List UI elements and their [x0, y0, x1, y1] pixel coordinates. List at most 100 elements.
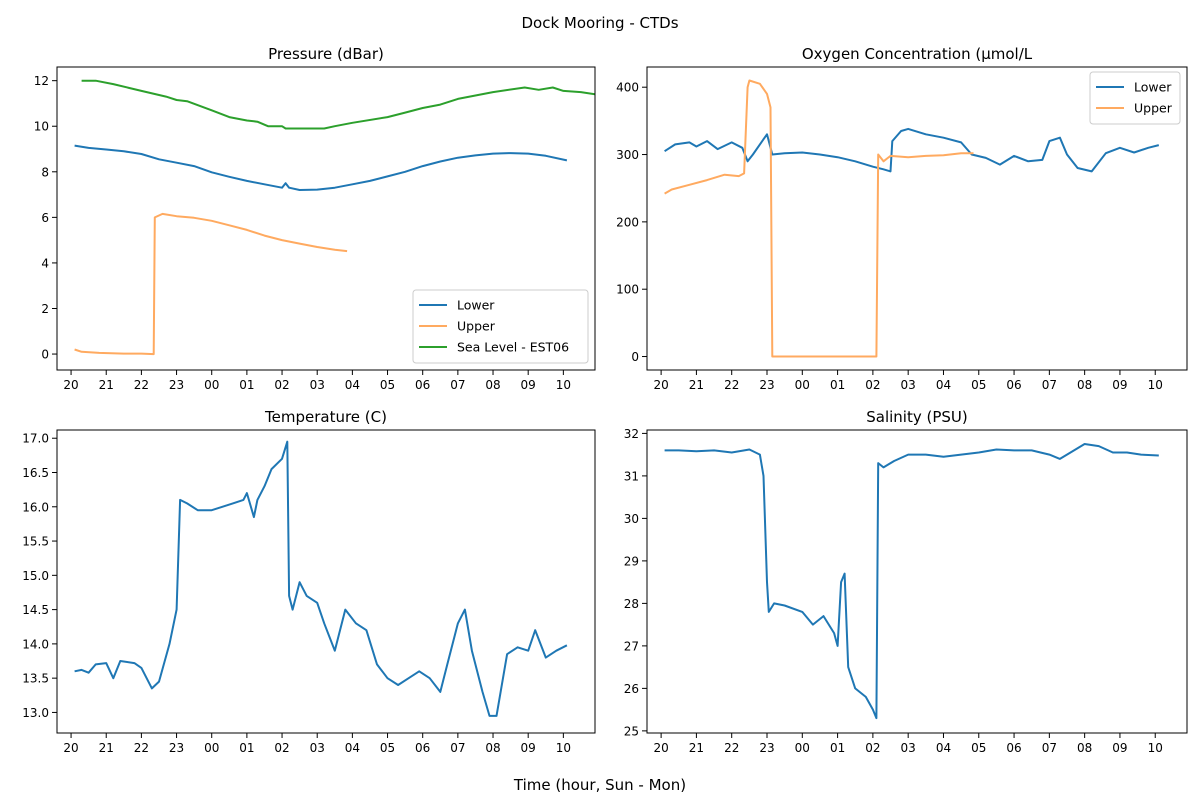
x-tick-label: 02: [865, 378, 880, 392]
x-tick-label: 03: [310, 741, 325, 755]
series-line-lower: [664, 127, 1160, 173]
series-group: [664, 79, 1160, 358]
x-tick-label: 01: [239, 378, 254, 392]
x-tick-label: 08: [1077, 741, 1092, 755]
legend-box: [1089, 71, 1181, 125]
x-tick-label: 07: [450, 741, 465, 755]
x-tick-label: 00: [204, 378, 219, 392]
y-tick-label: 6: [41, 211, 49, 225]
x-tick-label: 03: [901, 378, 916, 392]
y-tick-label: 14.5: [22, 603, 49, 617]
figure-suptitle: Dock Mooring - CTDs: [521, 14, 678, 32]
y-tick-label: 31: [624, 469, 639, 483]
x-tick-label: 10: [1148, 378, 1163, 392]
x-tick-label: 09: [1112, 741, 1127, 755]
subplot-grid: Pressure (dBar)20 21 22 23 00 01 02 03 04 05 06 07 0…: [22, 45, 1188, 755]
x-tick-label: 20: [63, 741, 78, 755]
y-tick-label: 29: [624, 554, 639, 568]
legend: Lower Upper Sea Level - EST06: [412, 289, 589, 364]
series-line-series-1: [664, 443, 1159, 720]
y-tick-label: 4: [41, 256, 49, 270]
x-tick-label: 07: [450, 378, 465, 392]
series-group: [664, 443, 1159, 720]
x-tick-label: 21: [689, 378, 704, 392]
subplot-title: Temperature (C): [264, 408, 387, 426]
x-tick-label: 10: [556, 741, 571, 755]
x-tick-label: 09: [1112, 378, 1127, 392]
x-tick-label: 01: [830, 741, 845, 755]
axes-frame: [56, 429, 596, 734]
y-tick-label: 17.0: [22, 432, 49, 446]
x-tick-label: 02: [274, 378, 289, 392]
series-line-upper: [664, 79, 974, 358]
subplot-title: Salinity (PSU): [866, 408, 968, 426]
x-tick-label: 04: [936, 741, 951, 755]
x-tick-label: 06: [415, 378, 430, 392]
x-tick-label: 23: [759, 741, 774, 755]
x-tick-label: 05: [380, 741, 395, 755]
x-tick-label: 21: [99, 741, 114, 755]
x-tick-label: 20: [63, 378, 78, 392]
y-tick-label: 0: [41, 348, 49, 362]
y-tick-label: 300: [616, 148, 639, 162]
y-tick-label: 15.0: [22, 569, 49, 583]
x-tick-label: 04: [936, 378, 951, 392]
x-tick-label: 07: [1042, 741, 1057, 755]
x-tick-label: 00: [795, 741, 810, 755]
series-line-series-1: [74, 440, 568, 717]
y-tick-label: 16.5: [22, 466, 49, 480]
x-tick-label: 07: [1042, 378, 1057, 392]
legend-box: [412, 289, 589, 364]
y-tick-label: 12: [34, 74, 49, 88]
x-tick-label: 09: [521, 741, 536, 755]
subplot-4: Salinity (PSU) 20 21 22 23 00 01 02 03 04 05 06 07 08…: [624, 408, 1188, 755]
x-tick-label: 06: [1006, 378, 1021, 392]
y-tick-label: 14.0: [22, 637, 49, 651]
legend: Lower Upper: [1089, 71, 1181, 125]
axes-frame: [56, 66, 596, 371]
x-tick-label: 00: [204, 741, 219, 755]
x-tick-label: 21: [99, 378, 114, 392]
figure-xlabel: Time (hour, Sun - Mon): [513, 776, 686, 794]
x-tick-label: 04: [345, 741, 360, 755]
y-tick-label: 13.5: [22, 672, 49, 686]
x-tick-label: 05: [380, 378, 395, 392]
subplot-1: Pressure (dBar)20 21 22 23 00 01 02 03 04 05 06 07 0…: [34, 45, 596, 392]
x-tick-label: 21: [689, 741, 704, 755]
series-group: [74, 79, 595, 356]
x-tick-label: 03: [310, 378, 325, 392]
x-tick-label: 08: [485, 378, 500, 392]
y-tick-label: 26: [624, 682, 639, 696]
legend-label: Sea Level - EST06: [457, 340, 569, 355]
y-tick-label: 13.0: [22, 706, 49, 720]
subplot-3: Temperature (C) 20 21 22 23 00 01 02 03 04 05 06 07 0…: [22, 408, 596, 755]
x-tick-label: 23: [169, 741, 184, 755]
x-tick-label: 10: [1148, 741, 1163, 755]
y-tick-label: 8: [41, 165, 49, 179]
y-tick-label: 32: [624, 427, 639, 441]
y-tick-label: 2: [41, 302, 49, 316]
subplot-2: Oxygen Concentration (μmol/L20 21 22 23 00 01…: [616, 45, 1188, 392]
series-group: [74, 440, 568, 717]
x-tick-label: 23: [169, 378, 184, 392]
axes-frame: [646, 66, 1188, 371]
legend-label: Upper: [457, 319, 496, 334]
axes-frame: [646, 429, 1188, 734]
x-tick-label: 09: [521, 378, 536, 392]
x-tick-label: 20: [653, 741, 668, 755]
x-tick-label: 02: [865, 741, 880, 755]
legend-label: Lower: [1134, 80, 1172, 95]
series-line-lower: [74, 144, 568, 191]
y-tick-label: 200: [616, 215, 639, 229]
x-tick-label: 22: [134, 741, 149, 755]
y-tick-label: 30: [624, 512, 639, 526]
subplot-title: Pressure (dBar): [268, 45, 384, 63]
x-tick-label: 22: [724, 741, 739, 755]
x-tick-label: 08: [485, 741, 500, 755]
x-tick-label: 01: [830, 378, 845, 392]
y-tick-label: 0: [631, 350, 639, 364]
x-tick-label: 06: [1006, 741, 1021, 755]
x-tick-label: 01: [239, 741, 254, 755]
y-tick-label: 15.5: [22, 535, 49, 549]
